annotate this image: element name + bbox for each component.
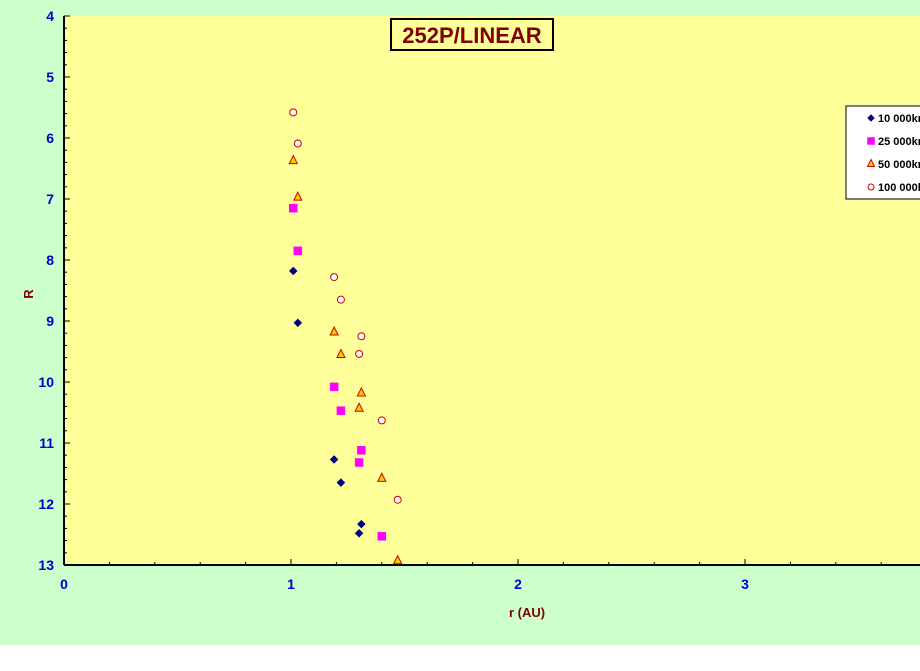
data-point-series-4 <box>355 349 364 358</box>
legend-marker <box>867 114 875 122</box>
x-tick-label: 3 <box>741 576 749 592</box>
data-point-series-1 <box>288 266 298 276</box>
data-points <box>288 108 403 565</box>
x-tick-label: 0 <box>60 576 68 592</box>
data-point-series-4 <box>336 295 345 304</box>
y-tick-label: 11 <box>39 435 54 451</box>
data-point-series-2 <box>293 246 303 256</box>
y-tick-label: 5 <box>46 69 54 85</box>
data-point-series-3 <box>356 386 367 397</box>
y-tick-label: 10 <box>38 374 54 390</box>
chart-area: 4 5 6 7 8 9 10 11 12 13 0 1 2 3 252P/LINEAR r (AU) R … <box>0 0 920 645</box>
legend-marker <box>866 158 876 167</box>
data-point-series-4 <box>393 495 402 504</box>
data-point-series-2 <box>336 406 346 415</box>
data-point-series-1 <box>329 455 339 464</box>
data-point-series-3 <box>293 191 303 201</box>
legend: 10 000km 25 000km 50 000km 100 000km <box>845 105 920 200</box>
legend-box <box>845 105 920 200</box>
legend-marker <box>867 183 875 191</box>
y-tick-label: 8 <box>46 252 54 268</box>
y-tick-label: 13 <box>38 557 54 573</box>
data-point-series-4 <box>330 273 339 282</box>
y-tick-label: 6 <box>46 130 54 146</box>
legend-entry: 25 000km <box>878 136 920 148</box>
y-tick-label: 4 <box>46 8 54 24</box>
legend-entry: 50 000km <box>878 159 920 171</box>
axes <box>63 16 920 566</box>
data-point-series-4 <box>357 332 366 341</box>
data-point-series-3 <box>329 325 339 336</box>
x-tick-label: 1 <box>287 576 295 592</box>
data-point-series-3 <box>336 348 346 359</box>
data-point-series-3 <box>354 402 364 412</box>
data-point-series-4 <box>289 108 298 117</box>
y-axis-label: R <box>21 289 36 299</box>
legend-marker <box>867 137 875 145</box>
data-point-series-3 <box>376 472 387 482</box>
data-point-series-3 <box>288 154 299 165</box>
data-point-series-2 <box>357 446 366 455</box>
y-tick-label: 7 <box>46 191 54 207</box>
data-point-series-1 <box>357 519 366 529</box>
data-point-series-2 <box>377 532 387 541</box>
data-point-series-4 <box>293 139 302 148</box>
chart-title-box: 252P/LINEAR <box>390 18 554 51</box>
x-tick-label: 2 <box>514 576 522 592</box>
data-point-series-2 <box>289 203 298 213</box>
data-point-series-2 <box>329 382 339 392</box>
y-tick-label: 9 <box>46 313 54 329</box>
data-point-series-4 <box>377 416 386 425</box>
data-point-series-3 <box>392 554 403 565</box>
data-point-series-1 <box>336 478 346 488</box>
legend-entry: 10 000km <box>878 113 920 125</box>
x-axis-label: r (AU) <box>509 605 545 620</box>
plot-area <box>64 16 920 565</box>
data-point-series-1 <box>354 528 364 538</box>
data-point-series-2 <box>354 458 364 467</box>
legend-entry: 100 000km <box>878 182 920 194</box>
y-tick-label: 12 <box>38 496 54 512</box>
chart-title: 252P/LINEAR <box>402 23 541 48</box>
data-point-series-1 <box>293 318 303 328</box>
